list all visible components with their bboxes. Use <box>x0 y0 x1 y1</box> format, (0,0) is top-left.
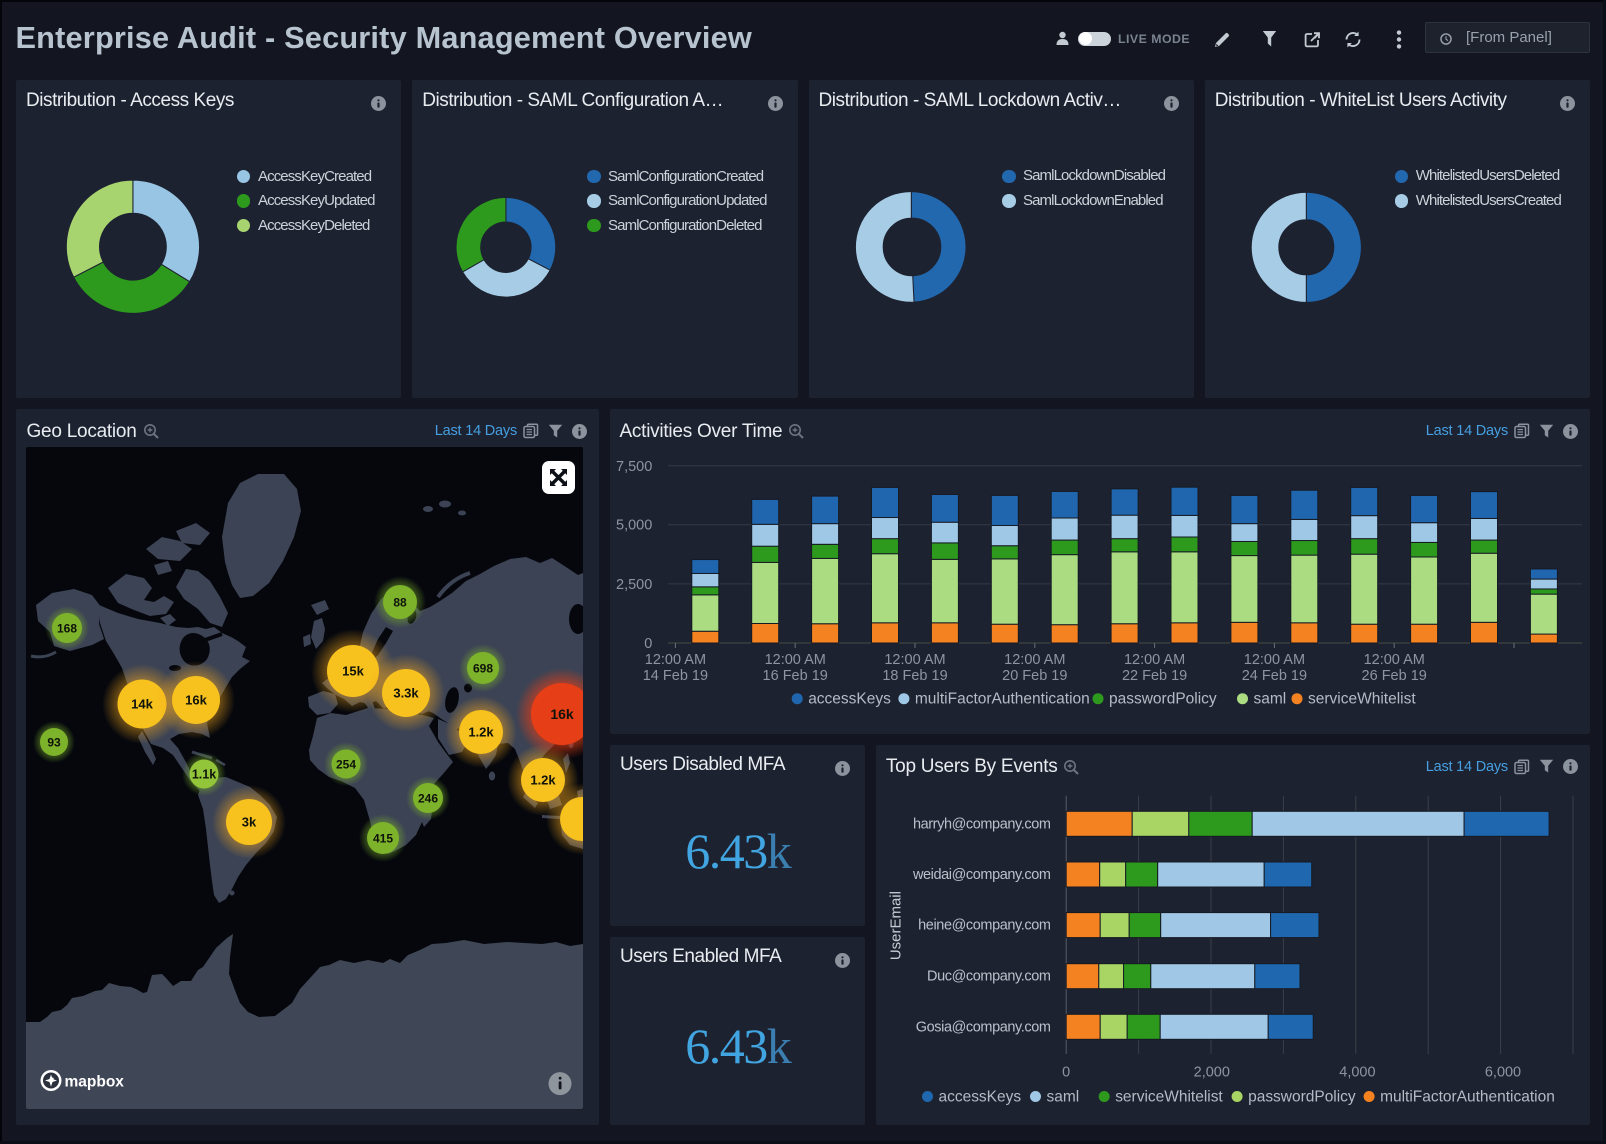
svg-text:accessKeys: accessKeys <box>939 1088 1022 1105</box>
svg-text:4,000: 4,000 <box>1340 1064 1376 1080</box>
svg-text:serviceWhitelist: serviceWhitelist <box>1116 1088 1224 1105</box>
svg-text:16k: 16k <box>550 706 574 722</box>
svg-text:16k: 16k <box>185 693 207 708</box>
svg-text:Gosia@company.com: Gosia@company.com <box>916 1019 1051 1035</box>
svg-text:254: 254 <box>336 757 356 771</box>
svg-text:serviceWhitelist: serviceWhitelist <box>1308 691 1416 708</box>
svg-text:26 Feb 19: 26 Feb 19 <box>1362 668 1427 684</box>
svg-text:24 Feb 19: 24 Feb 19 <box>1242 668 1307 684</box>
svg-text:multiFactorAuthentication: multiFactorAuthentication <box>915 691 1090 708</box>
svg-text:3.3k: 3.3k <box>393 686 419 701</box>
svg-text:12:00 AM: 12:00 AM <box>645 652 706 668</box>
svg-text:6,000: 6,000 <box>1485 1064 1521 1080</box>
svg-text:saml: saml <box>1254 691 1287 708</box>
svg-text:0: 0 <box>644 636 652 652</box>
svg-text:14k: 14k <box>131 697 153 712</box>
svg-text:passwordPolicy: passwordPolicy <box>1109 691 1217 708</box>
svg-text:1.2k: 1.2k <box>530 773 556 788</box>
svg-text:20 Feb 19: 20 Feb 19 <box>1002 668 1067 684</box>
svg-text:12:00 AM: 12:00 AM <box>1004 652 1065 668</box>
svg-text:12:00 AM: 12:00 AM <box>765 652 826 668</box>
svg-text:2,000: 2,000 <box>1194 1064 1230 1080</box>
svg-text:7,500: 7,500 <box>616 459 652 475</box>
svg-text:accessKeys: accessKeys <box>808 691 891 708</box>
svg-text:12:00 AM: 12:00 AM <box>1124 652 1185 668</box>
svg-text:saml: saml <box>1047 1088 1080 1105</box>
svg-text:698: 698 <box>473 661 493 675</box>
svg-text:3k: 3k <box>242 815 257 830</box>
svg-text:246: 246 <box>418 791 438 805</box>
svg-text:harryh@company.com: harryh@company.com <box>913 816 1051 832</box>
svg-text:22 Feb 19: 22 Feb 19 <box>1122 668 1187 684</box>
svg-text:1.2k: 1.2k <box>468 725 494 740</box>
svg-text:multiFactorAuthentication: multiFactorAuthentication <box>1380 1088 1555 1105</box>
svg-text:Duc@company.com: Duc@company.com <box>927 968 1051 984</box>
svg-text:passwordPolicy: passwordPolicy <box>1248 1088 1356 1105</box>
svg-text:2,500: 2,500 <box>616 577 652 593</box>
svg-text:15k: 15k <box>342 664 364 679</box>
svg-text:mapbox: mapbox <box>65 1073 125 1090</box>
svg-text:5,000: 5,000 <box>616 518 652 534</box>
svg-text:12:00 AM: 12:00 AM <box>884 652 945 668</box>
svg-text:heine@company.com: heine@company.com <box>919 917 1052 933</box>
svg-text:1.1k: 1.1k <box>192 767 216 781</box>
svg-text:12:00 AM: 12:00 AM <box>1244 652 1305 668</box>
svg-text:88: 88 <box>393 595 407 609</box>
svg-text:weidai@company.com: weidai@company.com <box>912 867 1051 883</box>
svg-text:16 Feb 19: 16 Feb 19 <box>763 668 828 684</box>
svg-text:93: 93 <box>47 735 61 749</box>
svg-text:168: 168 <box>57 621 77 635</box>
svg-text:0: 0 <box>1063 1064 1071 1080</box>
svg-text:415: 415 <box>373 831 393 845</box>
svg-text:14 Feb 19: 14 Feb 19 <box>643 668 708 684</box>
svg-text:12:00 AM: 12:00 AM <box>1364 652 1425 668</box>
svg-text:UserEmail: UserEmail <box>888 891 905 960</box>
svg-text:18 Feb 19: 18 Feb 19 <box>882 668 947 684</box>
